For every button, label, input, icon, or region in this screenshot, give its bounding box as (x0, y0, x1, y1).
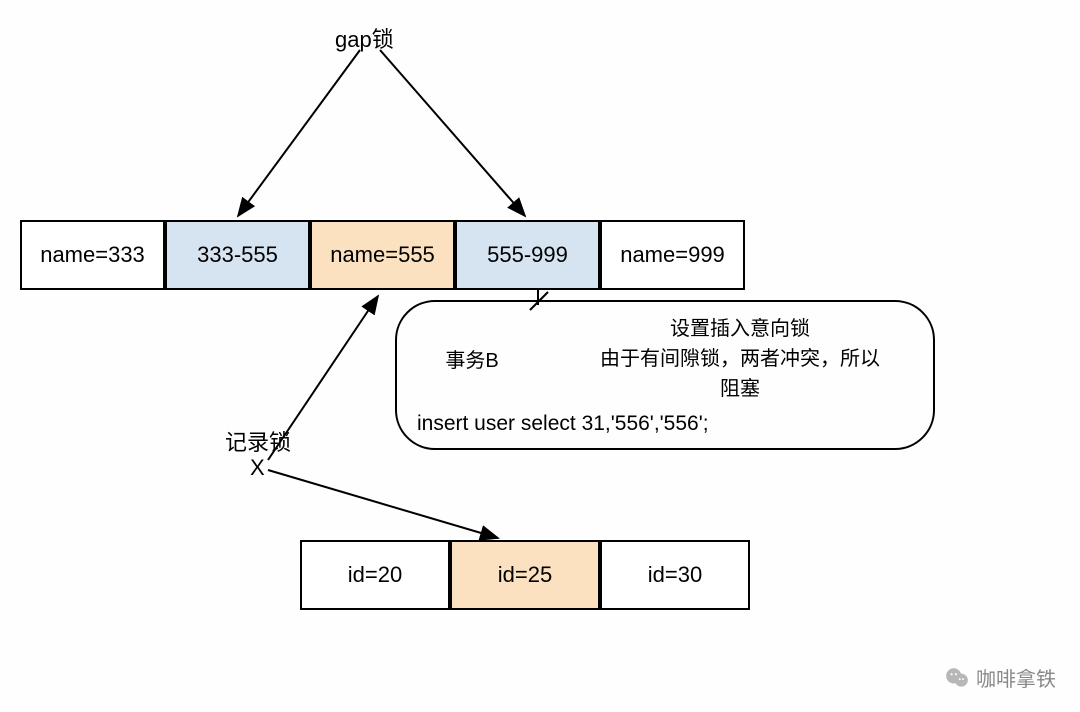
top-cell-name999: name=999 (600, 220, 745, 290)
top-cell-name333: name=333 (20, 220, 165, 290)
callout-box: 事务B 设置插入意向锁 由于有间隙锁，两者冲突，所以 阻塞 insert use… (395, 300, 935, 450)
gap-lock-label: gap锁 (335, 22, 394, 54)
arrow-gap-left (238, 50, 360, 216)
record-lock-x: X (250, 455, 265, 481)
watermark-text: 咖啡拿铁 (976, 663, 1056, 692)
cell-label: 555-999 (487, 242, 568, 268)
intent-line-3: 阻塞 (567, 374, 913, 404)
bottom-cell-id25: id=25 (450, 540, 600, 610)
top-cell-gap-333-555: 333-555 (165, 220, 310, 290)
bottom-cell-id20: id=20 (300, 540, 450, 610)
bottom-cell-id30: id=30 (600, 540, 750, 610)
txn-b-text: 事务B (445, 350, 498, 372)
intent-line-1: 设置插入意向锁 (567, 314, 913, 344)
top-cell-name555: name=555 (310, 220, 455, 290)
cell-label: name=999 (620, 242, 725, 268)
cell-label: id=20 (348, 562, 402, 588)
top-cell-gap-555-999: 555-999 (455, 220, 600, 290)
record-lock-label: 记录锁 (225, 425, 291, 457)
arrow-record-down (268, 470, 498, 538)
record-lock-x-text: X (250, 455, 265, 480)
intent-line-2: 由于有间隙锁，两者冲突，所以 (567, 344, 913, 374)
sql-statement: insert user select 31,'556','556'; (417, 412, 913, 436)
sql-text: insert user select 31,'556','556'; (417, 412, 709, 435)
arrow-gap-right (380, 50, 525, 216)
cell-label: name=333 (40, 242, 145, 268)
txn-b-label: 事务B (417, 314, 527, 373)
wechat-icon (944, 665, 970, 691)
cell-label: id=25 (498, 562, 552, 588)
record-lock-text: 记录锁 (225, 430, 291, 455)
gap-lock-text: gap锁 (335, 27, 394, 52)
cell-label: name=555 (330, 242, 435, 268)
cell-label: id=30 (648, 562, 702, 588)
intent-lock-text: 设置插入意向锁 由于有间隙锁，两者冲突，所以 阻塞 (567, 314, 913, 404)
watermark: 咖啡拿铁 (944, 663, 1056, 692)
cell-label: 333-555 (197, 242, 278, 268)
